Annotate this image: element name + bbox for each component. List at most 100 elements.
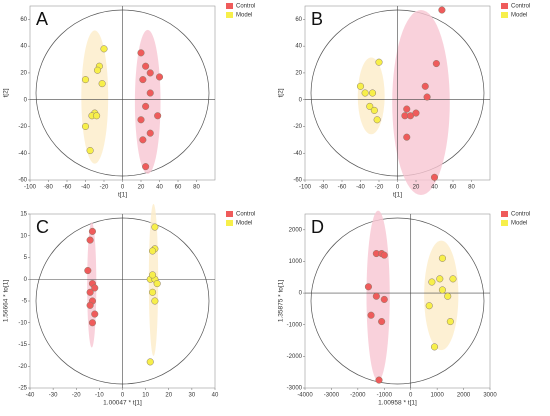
point xyxy=(149,288,157,296)
point xyxy=(146,129,154,137)
x-tick-label: 0 xyxy=(121,393,125,399)
y-tick-label: 20 xyxy=(20,71,27,77)
y-axis-label: 1.35875 * to[1] xyxy=(278,280,285,322)
x-tick-label: 40 xyxy=(212,393,219,399)
legend-swatch xyxy=(226,12,233,18)
x-tick-label: -40 xyxy=(81,185,90,191)
point xyxy=(403,105,411,113)
point xyxy=(81,76,90,84)
legend-label: Model xyxy=(236,13,252,19)
point xyxy=(149,271,157,279)
point xyxy=(370,106,378,114)
legend-label: Control xyxy=(511,4,530,10)
legend-label: Control xyxy=(511,212,530,218)
point xyxy=(438,286,446,294)
y-tick-label: 60 xyxy=(295,17,302,23)
point xyxy=(86,147,94,155)
point xyxy=(375,376,383,384)
legend-swatch xyxy=(226,3,233,9)
y-tick-label: 15 xyxy=(20,212,27,218)
point xyxy=(438,6,446,14)
point xyxy=(375,58,383,66)
point xyxy=(366,102,374,110)
x-axis-label: t[1] xyxy=(118,192,127,199)
point xyxy=(146,89,154,97)
point xyxy=(421,82,429,90)
x-tick-label: 30 xyxy=(189,393,196,399)
y-tick-label: 2000 xyxy=(289,227,303,233)
x-tick-label: -100 xyxy=(299,185,312,191)
x-tick-label: 3000 xyxy=(483,393,497,399)
point xyxy=(378,318,386,326)
point xyxy=(88,319,96,327)
point xyxy=(449,275,457,283)
x-tick-label: 60 xyxy=(175,185,182,191)
x-tick-label: 0 xyxy=(121,185,125,191)
point xyxy=(91,284,99,292)
point xyxy=(430,173,439,181)
panel-label: C xyxy=(36,217,49,237)
point xyxy=(432,60,440,68)
point xyxy=(81,122,90,131)
legend-swatch xyxy=(226,211,233,217)
legend-label: Model xyxy=(511,221,527,227)
y-tick-label: -3000 xyxy=(287,386,303,392)
point xyxy=(149,247,157,255)
x-tick-label: -80 xyxy=(319,185,328,191)
x-tick-label: 80 xyxy=(193,185,200,191)
x-tick-label: -20 xyxy=(72,393,81,399)
panel-label: A xyxy=(36,9,48,29)
y-axis-label: 1.56664 * to[1] xyxy=(3,280,10,322)
y-tick-label: 0 xyxy=(24,277,28,283)
x-tick-label: 0 xyxy=(396,185,400,191)
point xyxy=(423,93,431,101)
y-tick-label: -25 xyxy=(18,386,27,392)
x-axis-label: 1.00958 * t[1] xyxy=(378,400,417,407)
x-tick-label: 80 xyxy=(468,185,475,191)
y-tick-label: 40 xyxy=(295,44,302,50)
y-tick-label: 20 xyxy=(295,71,302,77)
point xyxy=(91,310,99,318)
y-tick-label: 0 xyxy=(24,97,28,103)
y-tick-label: -20 xyxy=(293,124,302,130)
point xyxy=(373,116,381,124)
x-tick-label: -4000 xyxy=(297,393,313,399)
x-tick-label: 20 xyxy=(138,185,145,191)
point xyxy=(88,227,96,235)
x-tick-label: 10 xyxy=(142,393,149,399)
x-tick-label: -60 xyxy=(338,185,347,191)
point xyxy=(446,318,454,326)
point xyxy=(98,80,106,88)
point xyxy=(430,343,439,351)
y-tick-label: -2000 xyxy=(287,354,303,360)
plot-area xyxy=(304,213,491,389)
point xyxy=(153,280,161,288)
legend-label: Model xyxy=(511,13,527,19)
point xyxy=(84,267,92,275)
point xyxy=(438,254,446,262)
point xyxy=(142,102,150,110)
y-tick-label: 0 xyxy=(299,97,303,103)
point xyxy=(356,82,365,90)
y-tick-label: -20 xyxy=(18,124,27,130)
point xyxy=(155,73,164,81)
panel-label: B xyxy=(311,9,323,29)
y-tick-label: 0 xyxy=(299,291,303,297)
y-tick-label: 5 xyxy=(24,255,28,261)
point xyxy=(151,223,159,231)
point xyxy=(154,112,162,120)
y-tick-label: -60 xyxy=(293,178,302,184)
y-tick-label: 60 xyxy=(20,17,27,23)
point xyxy=(139,136,147,144)
legend-label: Control xyxy=(236,4,255,10)
legend-label: Model xyxy=(236,221,252,227)
x-tick-label: 0 xyxy=(409,393,413,399)
point xyxy=(93,112,101,120)
point xyxy=(93,66,102,74)
point xyxy=(403,133,411,141)
x-tick-label: -3000 xyxy=(324,393,340,399)
point xyxy=(425,302,433,310)
x-tick-label: -60 xyxy=(63,185,72,191)
point xyxy=(100,45,108,53)
